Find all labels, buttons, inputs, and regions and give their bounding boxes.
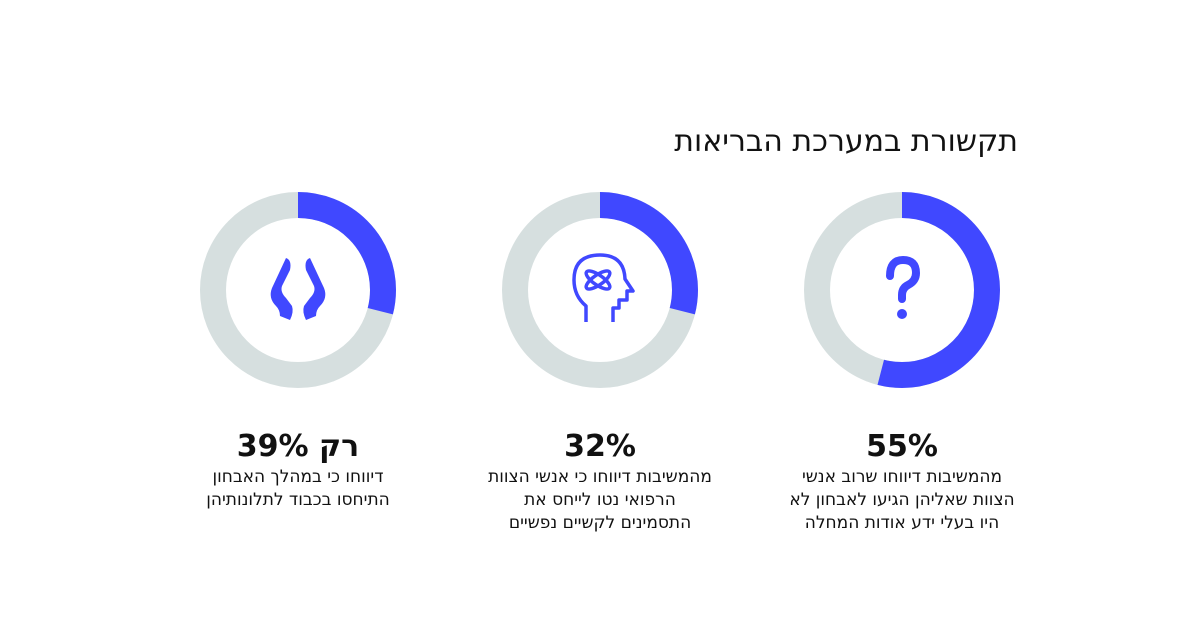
desc-line: מהמשיבות דיווחו שרוב אנשי xyxy=(801,467,1003,487)
donut-arc xyxy=(502,192,698,388)
caring-hands-icon xyxy=(270,258,326,320)
page-title: תקשורת במערכת הבריאות xyxy=(674,124,1018,159)
desc-line: התיחסו בכבוד לתלונותיהן xyxy=(206,490,390,510)
stat-card-3: רק 39% דיווחו כי במהלך האבחון התיחסו בכב… xyxy=(148,190,448,512)
head-atom-icon xyxy=(572,253,635,322)
donut-arc xyxy=(804,192,1000,388)
donut-chart-2 xyxy=(502,192,698,388)
donut-chart-3 xyxy=(200,192,396,388)
desc-line: הרפואי נטו לייחס את xyxy=(524,490,676,510)
stat-description: מהמשיבות דיווחו שרוב אנשי הצוות שאליהן ה… xyxy=(752,466,1052,535)
donut-arc xyxy=(200,192,396,388)
desc-line: התסמינים לקשיים נפשיים xyxy=(508,513,692,533)
stat-description: דיווחו כי במהלך האבחון התיחסו בכבוד לתלו… xyxy=(148,466,448,512)
stat-value: 55% xyxy=(866,429,938,464)
stat-value: 32% xyxy=(564,429,636,464)
stat-description: מהמשיבות דיווחו כי אנשי הצוות הרפואי נטו… xyxy=(450,466,750,535)
desc-line: דיווחו כי במהלך האבחון xyxy=(212,467,384,487)
desc-line: מהמשיבות דיווחו כי אנשי הצוות xyxy=(488,467,712,487)
desc-line: היו בעלי ידע אודות המחלה xyxy=(804,513,1000,533)
stat-card-2: 32% מהמשיבות דיווחו כי אנשי הצוות הרפואי… xyxy=(450,190,750,535)
stat-value: רק 39% xyxy=(236,429,360,464)
stat-card-1: 55% מהמשיבות דיווחו שרוב אנשי הצוות שאלי… xyxy=(752,190,1052,535)
desc-line: הצוות שאליהן הגיעו לאבחון לא xyxy=(789,490,1015,510)
question-mark-icon xyxy=(886,255,921,319)
donut-chart-1 xyxy=(804,192,1000,388)
